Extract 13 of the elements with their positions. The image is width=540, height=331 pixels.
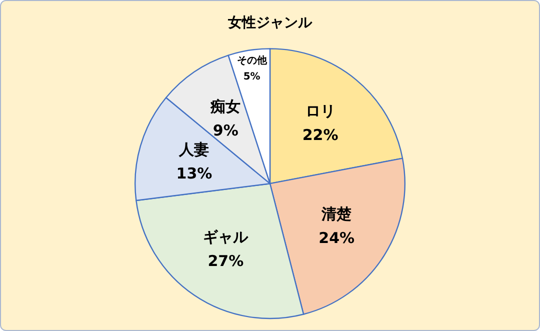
data-label: 24% — [318, 228, 355, 247]
slice-label: ギャル — [203, 228, 250, 246]
data-label: 9% — [212, 121, 238, 140]
data-label: 13% — [176, 164, 212, 183]
slice-label: 痴女 — [210, 97, 241, 116]
chart-title: 女性ジャンル — [227, 15, 313, 31]
data-label: 22% — [302, 126, 338, 144]
slice-label: その他 — [236, 54, 268, 66]
slice-label: ロリ — [305, 102, 336, 120]
slice-label: 人妻 — [178, 140, 210, 159]
data-label: 27% — [208, 252, 244, 270]
slice-label: 清楚 — [320, 204, 353, 223]
data-label: 5% — [243, 71, 260, 82]
